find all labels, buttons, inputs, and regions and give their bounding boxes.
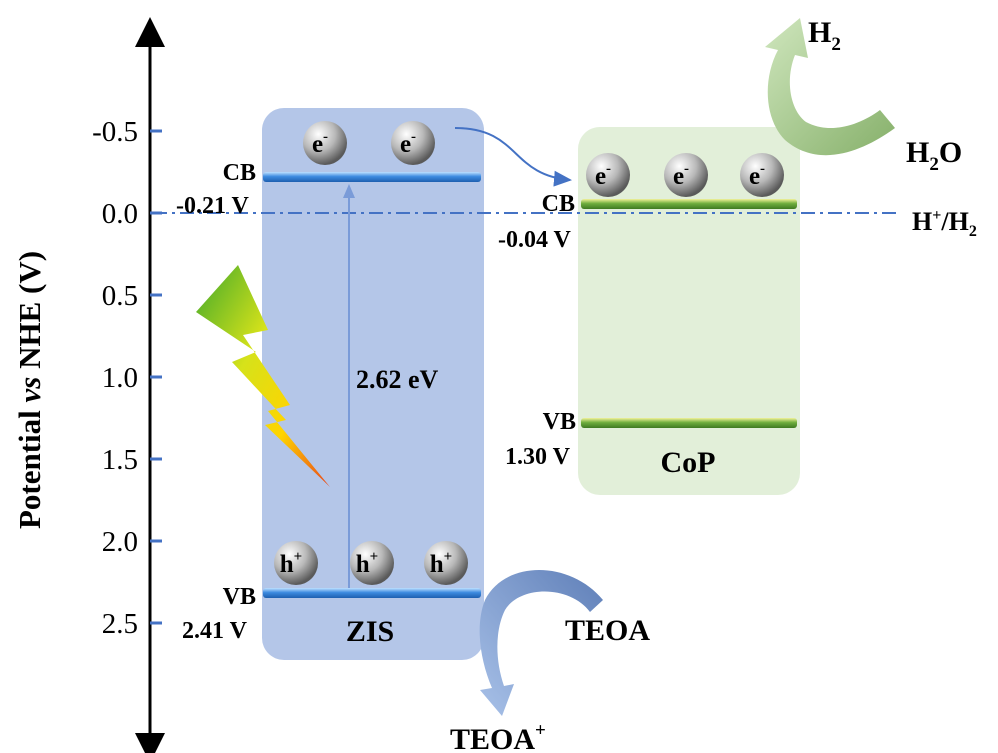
h2o-reactant-label: H2O bbox=[906, 136, 962, 175]
svg-text:e-: e- bbox=[595, 161, 611, 190]
cop-electron: e- bbox=[664, 153, 708, 197]
cop-cb-label: CB bbox=[542, 191, 575, 217]
cop-cb-band bbox=[581, 199, 797, 209]
teoa-product-label: TEOA+ bbox=[450, 720, 546, 753]
zis-hole: h+ bbox=[274, 541, 318, 585]
svg-text:h+: h+ bbox=[280, 549, 302, 578]
y-axis-title: Potential vs NHE (V) bbox=[12, 251, 47, 529]
y-axis-tick-label: 2.5 bbox=[102, 608, 138, 640]
svg-text:h+: h+ bbox=[430, 549, 452, 578]
electron-transfer-arrow bbox=[454, 127, 572, 187]
y-axis-tick-label: 0.5 bbox=[102, 280, 138, 312]
band-gap-label: 2.62 eV bbox=[356, 365, 439, 394]
svg-text:e-: e- bbox=[400, 129, 416, 158]
h2-product-label: H2 bbox=[808, 16, 841, 55]
cop-vb-band bbox=[581, 418, 797, 428]
cop-name: CoP bbox=[661, 446, 716, 479]
zis-hole: h+ bbox=[350, 541, 394, 585]
zis-hole: h+ bbox=[424, 541, 468, 585]
zis-name: ZIS bbox=[346, 615, 394, 648]
svg-text:e-: e- bbox=[749, 161, 765, 190]
cop-cb-value: -0.04 V bbox=[498, 227, 572, 253]
zis-vb-label: VB bbox=[223, 584, 256, 610]
svg-text:e-: e- bbox=[312, 129, 328, 158]
cop-electron: e- bbox=[586, 153, 630, 197]
svg-text:e-: e- bbox=[673, 161, 689, 190]
teoa-oxidation-arrow bbox=[479, 570, 603, 716]
y-axis-ticks: -0.5 0.0 0.5 1.0 1.5 2.0 2.5 bbox=[92, 116, 162, 640]
teoa-reactant-label: TEOA bbox=[565, 614, 650, 647]
zis-electron: e- bbox=[303, 121, 347, 165]
excitation-arrowhead bbox=[343, 184, 355, 198]
cop-electron: e- bbox=[740, 153, 784, 197]
y-axis: -0.5 0.0 0.5 1.0 1.5 2.0 2.5 Potential vs NHE … bbox=[12, 17, 165, 753]
zis-vb-value: 2.41 V bbox=[182, 618, 248, 644]
zis-electron: e- bbox=[391, 121, 435, 165]
y-axis-tick-label: 2.0 bbox=[102, 526, 138, 558]
cop-vb-value: 1.30 V bbox=[505, 444, 571, 470]
h2-evolution-arrow bbox=[765, 18, 895, 156]
zis-box bbox=[262, 108, 484, 660]
y-axis-tick-label: -0.5 bbox=[92, 116, 138, 148]
y-axis-tick-label: 1.5 bbox=[102, 444, 138, 476]
zis-cb-value: -0.21 V bbox=[176, 193, 250, 219]
cop-box bbox=[578, 127, 800, 495]
zis-cb-band bbox=[263, 172, 481, 182]
y-axis-tick-label: 1.0 bbox=[102, 362, 138, 394]
zis-vb-band bbox=[263, 588, 481, 598]
svg-text:h+: h+ bbox=[356, 549, 378, 578]
reference-label: H+/H2 bbox=[912, 207, 977, 240]
cop-vb-label: VB bbox=[543, 409, 576, 435]
y-axis-tick-label: 0.0 bbox=[102, 198, 138, 230]
light-bolt-icon bbox=[196, 265, 330, 487]
zis-cb-label: CB bbox=[223, 160, 256, 186]
